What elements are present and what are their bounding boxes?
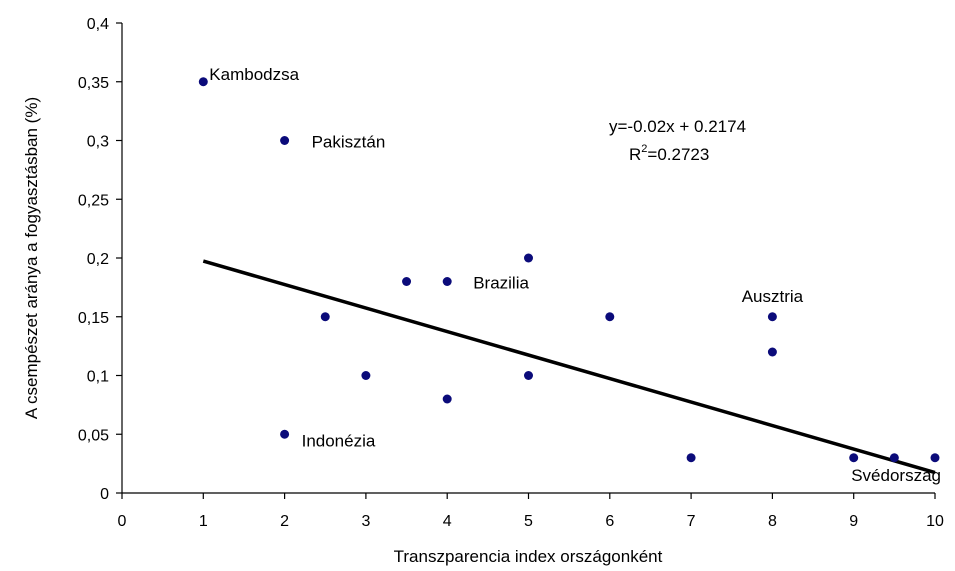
point-label: Indonézia <box>302 431 376 450</box>
data-point <box>280 429 290 439</box>
data-point <box>889 453 899 463</box>
point-labels: Kambodzsa Pakisztán Indonézia Brazilia Auszt… <box>209 65 941 485</box>
r-squared-value: =0.2723 <box>647 145 709 164</box>
r-squared-superscript: 2 <box>641 143 647 155</box>
x-tick-label: 0 <box>118 513 127 530</box>
x-tick-label: 1 <box>199 513 208 530</box>
data-points <box>198 77 940 463</box>
data-point <box>402 277 412 286</box>
x-tick-label: 3 <box>361 513 370 530</box>
data-point <box>198 77 208 87</box>
data-point <box>442 394 452 404</box>
trendline <box>202 259 936 475</box>
point-label: Brazilia <box>473 274 529 293</box>
data-point <box>605 312 615 322</box>
y-tick-label: 0,1 <box>87 369 109 386</box>
data-point <box>930 453 940 463</box>
x-tick-label: 2 <box>280 513 289 530</box>
x-axis-title: Transzparencia index országonként <box>394 547 663 566</box>
data-point <box>280 136 290 145</box>
x-tick-label: 8 <box>768 513 777 530</box>
data-point <box>361 371 371 380</box>
trendline-annotation: y=-0.02x + 0.2174 R2=0.2723 <box>609 117 746 164</box>
data-point <box>320 312 330 322</box>
x-tick-label: 6 <box>605 513 614 530</box>
point-label: Svédország <box>851 466 941 485</box>
data-point <box>524 253 533 263</box>
y-tick-label: 0,15 <box>78 310 109 327</box>
x-axis-ticks: 0 1 2 3 4 5 6 7 8 9 10 <box>118 493 944 530</box>
x-tick-label: 7 <box>687 513 696 530</box>
x-tick-label: 10 <box>926 513 944 530</box>
data-point <box>767 312 777 322</box>
x-tick-label: 5 <box>524 513 533 530</box>
y-tick-label: 0,35 <box>78 75 109 92</box>
y-axis-ticks: 0 0,05 0,1 0,15 0,2 0,25 0,3 0,35 0,4 <box>78 16 122 503</box>
x-tick-label: 9 <box>849 513 858 530</box>
r-squared: R2=0.2723 <box>629 143 709 164</box>
point-label: Pakisztán <box>312 133 386 152</box>
r-squared-prefix: R <box>629 145 641 164</box>
y-axis-title: A csempészet aránya a fogyasztásban (%) <box>22 97 41 419</box>
plot-area: 0 0,05 0,1 0,15 0,2 0,25 0,3 0,35 0,4 0 1 2 3 4 5 6 7 8 9… <box>78 16 944 530</box>
y-tick-label: 0,3 <box>87 134 109 151</box>
trendline-equation: y=-0.02x + 0.2174 <box>609 117 746 136</box>
x-tick-label: 4 <box>443 513 452 530</box>
data-point <box>442 277 452 286</box>
point-label: Kambodzsa <box>209 65 299 84</box>
y-tick-label: 0,05 <box>78 427 109 444</box>
y-tick-label: 0 <box>100 486 109 503</box>
y-tick-label: 0,2 <box>87 251 109 268</box>
data-point <box>686 453 696 463</box>
data-point <box>767 347 777 357</box>
y-tick-label: 0,4 <box>87 16 109 33</box>
data-point <box>849 453 859 463</box>
data-point <box>524 371 533 380</box>
point-label: Ausztria <box>742 287 804 306</box>
y-tick-label: 0,25 <box>78 192 109 209</box>
